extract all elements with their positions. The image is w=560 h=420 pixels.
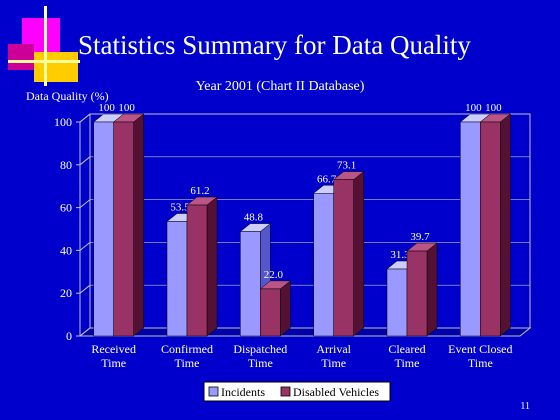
x-tick-label: Time	[175, 356, 200, 370]
x-tick-label: Time	[248, 356, 273, 370]
bar-side-disabled-vehicles	[500, 113, 511, 337]
y-tick-label: 60	[60, 201, 72, 215]
bar-disabled-vehicles	[113, 121, 134, 337]
x-tick-label: Time	[468, 356, 493, 370]
gridline-diagonal	[79, 156, 91, 166]
bar-side-disabled-vehicles	[133, 113, 144, 337]
data-label-disabled-vehicles: 39.7	[410, 231, 430, 243]
data-label-disabled-vehicles: 61.2	[190, 185, 209, 197]
x-tick-label: Time	[321, 356, 346, 370]
data-label-incidents: 66.7	[317, 173, 337, 185]
y-tick-label: 40	[60, 243, 72, 257]
data-label-incidents: 48.8	[244, 212, 264, 224]
y-tick-label: 80	[60, 158, 72, 172]
x-tick-label: Time	[101, 356, 126, 370]
y-axis-label: Data Quality (%)	[26, 89, 109, 103]
page-number: 11	[520, 401, 530, 412]
bar-disabled-vehicles	[406, 250, 428, 337]
y-tick-label: 20	[60, 286, 72, 300]
bar-incidents	[240, 231, 261, 337]
data-label-incidents: 100	[465, 102, 482, 114]
gridline-diagonal	[79, 327, 91, 337]
gridline-diagonal	[79, 113, 91, 123]
bar-disabled-vehicles	[333, 179, 354, 337]
data-label-incidents: 53.5	[170, 202, 190, 214]
x-tick-label: Arrival	[316, 342, 351, 356]
gridline-diagonal	[79, 284, 91, 294]
bar-side-disabled-vehicles	[426, 242, 438, 337]
x-tick-label: Cleared	[388, 342, 425, 356]
x-tick-label: Received	[91, 342, 136, 356]
bar-incidents	[386, 268, 408, 337]
data-label-incidents: 100	[98, 102, 115, 114]
data-label-disabled-vehicles: 22.0	[264, 269, 284, 281]
legend-label-incidents: Incidents	[221, 385, 265, 399]
x-tick-label: Time	[395, 356, 420, 370]
bar-incidents	[460, 121, 481, 337]
x-tick-label: Event Closed	[448, 342, 512, 356]
bar-incidents	[313, 193, 334, 337]
legend-box	[203, 381, 391, 402]
bar-disabled-vehicles	[480, 121, 501, 337]
bar-disabled-vehicles	[186, 204, 208, 337]
legend-label-disabled-vehicles: Disabled Vehicles	[293, 385, 379, 399]
y-tick-label: 100	[54, 115, 72, 129]
y-tick-label: 0	[66, 329, 72, 343]
legend-swatch-disabled-vehicles	[280, 386, 291, 397]
bar-side-disabled-vehicles	[280, 280, 291, 337]
data-label-incidents: 31.3	[390, 249, 410, 261]
data-label-disabled-vehicles: 100	[118, 102, 135, 114]
gridline-diagonal	[79, 242, 91, 251]
data-label-disabled-vehicles: 73.1	[337, 160, 356, 172]
data-label-disabled-vehicles: 100	[485, 102, 502, 114]
bar-incidents	[166, 221, 188, 337]
bar-disabled-vehicles	[260, 288, 281, 337]
gridline-diagonal	[79, 199, 91, 208]
bar-side-disabled-vehicles	[353, 171, 364, 337]
bar-incidents	[93, 121, 114, 337]
x-tick-label: Confirmed	[161, 342, 213, 356]
x-tick-label: Dispatched	[233, 342, 287, 356]
slide-title: Statistics Summary for Data Quality	[78, 30, 471, 60]
chart-title: Year 2001 (Chart II Database)	[196, 79, 365, 94]
legend-swatch-incidents	[208, 386, 219, 397]
slide-logo	[8, 6, 80, 86]
bar-side-disabled-vehicles	[206, 196, 218, 337]
